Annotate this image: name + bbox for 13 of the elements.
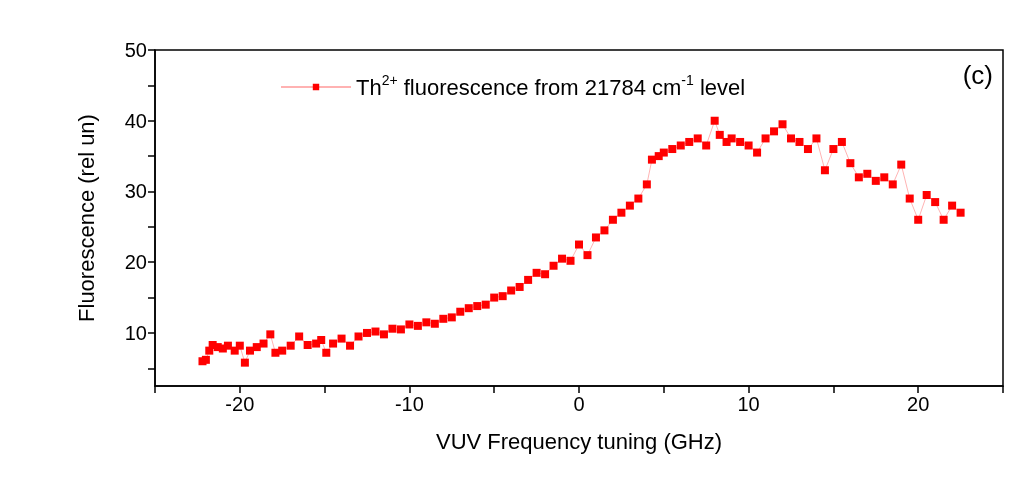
x-tick-label: 20: [907, 393, 930, 415]
x-tick-label: -10: [394, 393, 424, 415]
x-axis-title: VUV Frequency tuning (GHz): [435, 428, 723, 454]
y-tick-label: 30: [124, 180, 147, 203]
y-axis-title: Fluorescence (rel un): [73, 114, 99, 322]
y-tick-label: 50: [124, 39, 147, 61]
x-tick-label: -20: [225, 393, 255, 415]
annotation: (c): [962, 60, 994, 90]
y-tick-label: 10: [124, 321, 147, 344]
y-tick-label: 20: [124, 251, 147, 274]
x-tick-label: 0: [573, 393, 585, 415]
y-tick-label: 40: [124, 109, 147, 132]
x-tick-label: 10: [737, 393, 760, 415]
